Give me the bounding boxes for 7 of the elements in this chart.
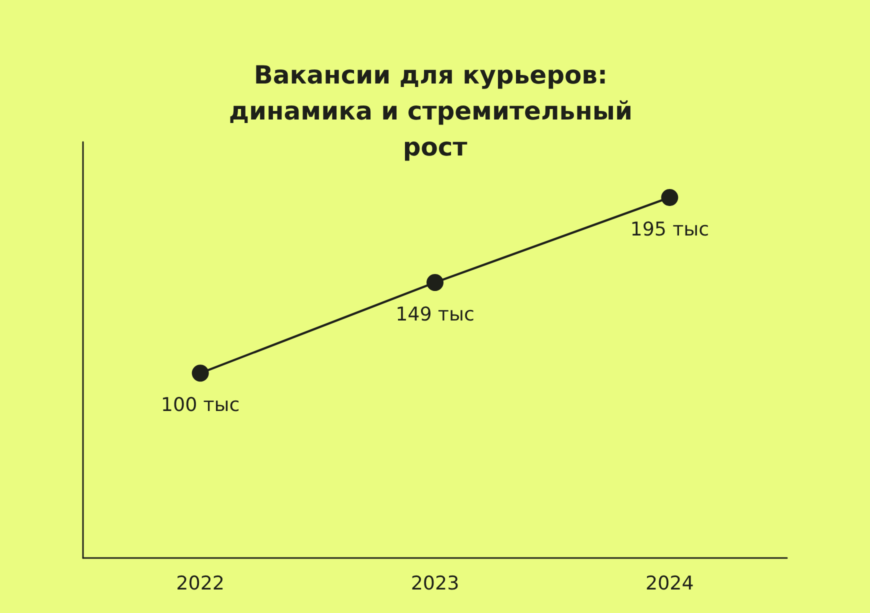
x-tick-label: 2023 [410,572,460,594]
x-tick-label: 2024 [645,572,694,594]
x-tick-label: 2022 [176,572,225,594]
data-label: 195 тыс [630,218,710,240]
chart-title: Вакансии для курьеров: динамика и стремительный рост [228,60,642,162]
data-label: 100 тыс [160,394,240,416]
data-label: 149 тыс [396,304,474,326]
